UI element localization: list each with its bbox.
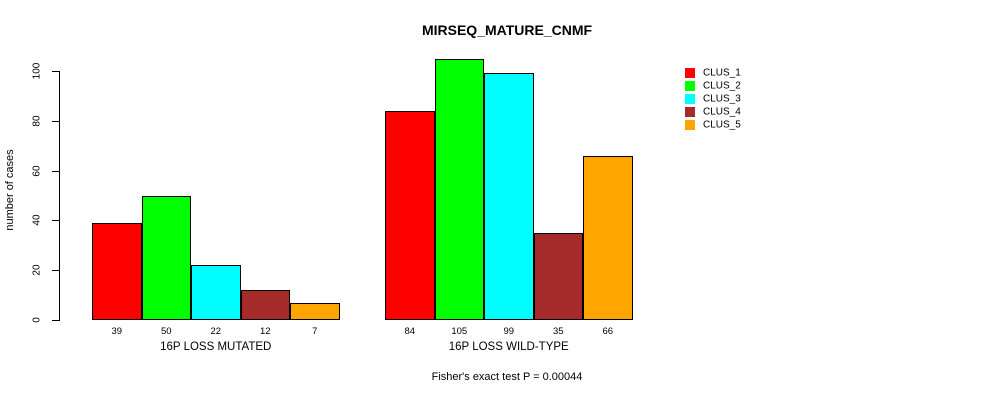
legend-swatch-clus_2 [685,81,695,91]
bar-value-label: 105 [451,326,468,337]
bar-value-label: 39 [111,326,123,337]
bar-value-label: 35 [552,326,564,337]
bar-clus_5-group1 [290,302,340,320]
legend-swatch-clus_3 [685,94,695,104]
y-tick [52,71,59,72]
y-tick-label: 60 [31,165,43,177]
bar-clus_5-group2 [583,155,633,320]
bar-value-label: 99 [503,326,515,337]
legend-label-clus_3: CLUS_3 [703,93,741,105]
legend-swatch-clus_4 [685,107,695,117]
bar-clus_2-group1 [141,195,191,320]
x-category-label: 16P LOSS WILD-TYPE [448,341,569,353]
bar-clus_2-group2 [434,58,484,320]
fisher-test-annotation: Fisher's exact test P = 0.00044 [431,371,583,383]
legend-label-clus_4: CLUS_4 [703,106,741,118]
bar-value-label: 84 [404,326,416,337]
y-tick-label: 80 [31,115,43,127]
bar-clus_1-group1 [92,222,142,320]
bar-clus_4-group2 [533,232,583,320]
y-tick [52,320,59,321]
bar-value-label: 22 [210,326,222,337]
bar-value-label: 7 [312,326,318,337]
bar-clus_3-group1 [191,265,241,320]
y-tick-label: 40 [31,214,43,226]
y-tick-label: 0 [31,317,43,323]
y-tick [52,170,59,172]
y-tick-label: 20 [31,264,43,276]
y-tick-label: 100 [31,62,43,80]
bar-value-label: 12 [259,326,271,337]
legend-swatch-clus_1 [685,68,695,78]
legend-label-clus_5: CLUS_5 [703,119,741,131]
legend-label-clus_1: CLUS_1 [703,67,741,79]
legend-swatch-clus_5 [685,120,695,130]
y-tick [52,120,59,122]
legend-label-clus_2: CLUS_2 [703,80,741,92]
bar-clus_3-group2 [484,73,534,320]
bar-value-label: 50 [160,326,172,337]
chart-title: MIRSEQ_MATURE_CNMF [421,22,593,38]
y-axis-label: number of cases [4,149,16,231]
x-category-label: 16P LOSS MUTATED [160,341,272,353]
bar-value-label: 66 [602,326,614,337]
y-tick [52,270,59,272]
bar-clus_4-group1 [240,290,290,320]
y-tick [52,220,59,222]
bar-clus_1-group2 [385,110,435,320]
y-axis-line [59,71,60,321]
